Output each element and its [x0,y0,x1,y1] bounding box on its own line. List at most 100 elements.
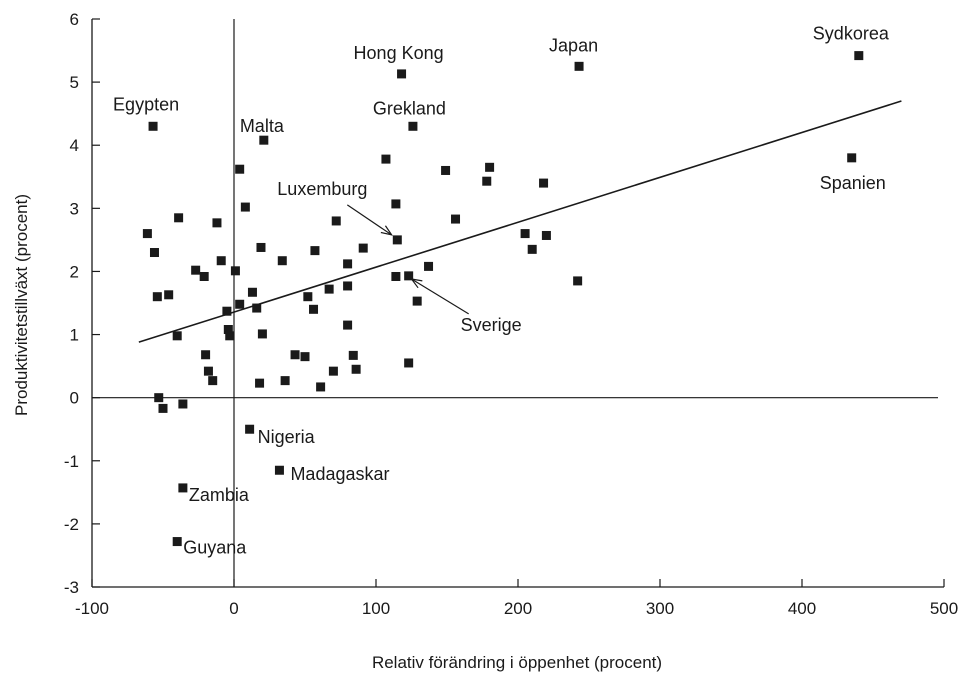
data-point [255,378,265,388]
data-point [172,537,182,547]
data-point [331,216,341,226]
data-point [343,259,353,269]
data-point [404,358,414,368]
arrow-sverige-shaft [411,278,469,315]
data-point [303,292,313,302]
point-label-egypten: Egypten [113,94,179,114]
data-point [277,256,287,266]
data-point [203,366,213,376]
data-point [441,165,451,175]
data-point [527,244,537,254]
point-label-nigeria: Nigeria [258,427,316,447]
y-axis-title: Produktivitetstillväxt (procent) [12,194,31,416]
point-label-guyana: Guyana [183,538,247,558]
arrow-luxemburg-shaft [346,204,392,236]
arrow-sverige-head [410,278,423,289]
y-tick-label: 1 [70,326,79,345]
point-label-madagaskar: Madagaskar [290,464,389,484]
y-tick-label: 5 [70,73,79,92]
x-tick-label: -100 [75,599,109,618]
data-point [191,265,201,275]
data-point [391,271,401,281]
data-point [257,329,267,339]
point-labels: Egypten Hong Kong Japan Sydkorea Grekland Mal… [113,24,890,558]
data-point [274,465,284,475]
data-point [412,296,422,306]
x-tick-label: 300 [646,599,674,618]
data-point [424,261,434,271]
data-point [152,292,162,302]
data-point [381,154,391,164]
x-tick-label: 400 [788,599,816,618]
data-point [158,403,168,413]
point-label-malta: Malta [240,116,285,136]
y-tick-label: -3 [64,578,79,597]
y-tick-label: 2 [70,262,79,281]
data-point [256,242,266,252]
data-point [142,229,152,239]
data-point [216,256,226,266]
data-point [290,350,300,360]
data-point [222,306,232,316]
point-label-zambia: Zambia [189,485,250,505]
y-tick-label: 0 [70,389,79,408]
data-point [252,303,262,313]
data-point [847,153,857,163]
data-point [854,51,864,61]
data-points [142,51,864,547]
data-point [212,218,222,228]
data-point [324,284,334,294]
x-tick-label: 100 [362,599,390,618]
data-point [230,266,240,276]
data-point [391,199,401,209]
data-point [358,243,368,253]
annotation-arrows [346,204,469,315]
trend-line [138,100,902,343]
data-point [573,276,583,286]
data-point [247,287,257,297]
data-point [154,393,164,403]
y-tick-label: 3 [70,199,79,218]
data-point [348,350,358,360]
data-point [351,364,361,374]
arrow-luxemburg-head [380,225,393,236]
data-point [199,271,209,281]
arrow-luxemburg [346,204,393,236]
data-point [223,325,233,335]
data-point [149,248,159,258]
data-point [574,61,584,71]
data-point [201,350,211,360]
point-label-spanien: Spanien [820,173,886,193]
data-point [225,331,235,341]
data-point [172,331,182,341]
y-tick-label: -1 [64,452,79,471]
data-point [280,376,290,386]
data-point [397,69,407,79]
data-point [174,213,184,223]
data-point [164,290,174,300]
data-point [178,483,188,493]
data-point [404,271,414,281]
data-point [300,352,310,362]
data-point [408,121,418,131]
data-point [309,304,319,314]
data-point [520,229,530,239]
x-tick-label: 200 [504,599,532,618]
data-point [343,320,353,330]
point-label-japan: Japan [549,35,598,55]
data-point [240,202,250,212]
data-point [539,178,549,188]
x-tick-label: 0 [229,599,238,618]
data-point [392,235,402,245]
data-point [482,176,492,186]
point-label-sverige: Sverige [461,315,522,335]
axis-ticks: -100 0 100 200 300 400 500 -3 -2 -1 0 1 2 3 4 5 6 [64,10,958,618]
data-point [245,424,255,434]
data-point [259,135,269,145]
data-point [451,214,461,224]
x-tick-label: 500 [930,599,958,618]
data-point [328,366,338,376]
data-point [316,382,326,392]
point-label-hong-kong: Hong Kong [354,43,444,63]
